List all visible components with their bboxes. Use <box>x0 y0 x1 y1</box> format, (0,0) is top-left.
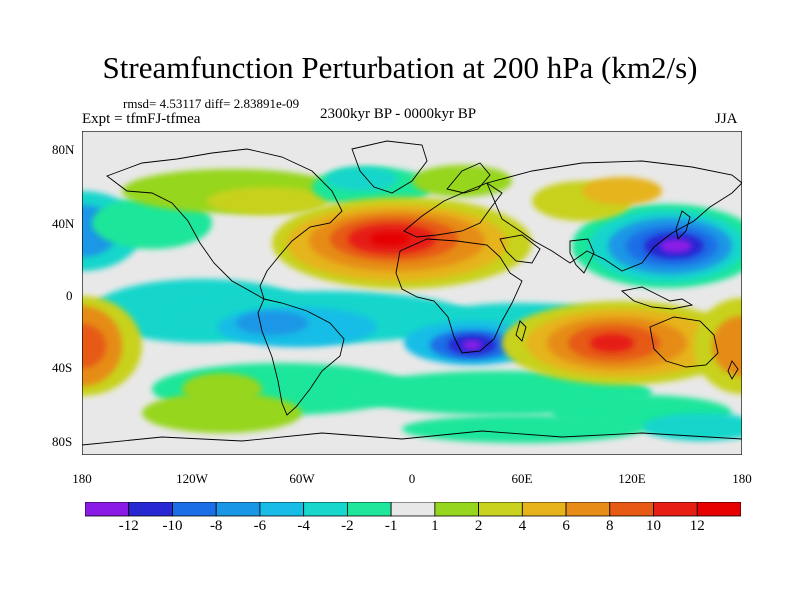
colorbar-box <box>390 502 436 517</box>
contour-region <box>660 239 692 253</box>
lat-tick-40n: 40N <box>52 216 75 231</box>
colorbar-label: 1 <box>431 518 439 534</box>
contour-region <box>236 311 308 335</box>
colorbar-box <box>85 502 130 517</box>
colorbar-label: -1 <box>384 518 398 534</box>
colorbar-box <box>565 502 611 517</box>
contour-region <box>582 177 662 205</box>
lat-tick-80s: 80S <box>52 434 73 449</box>
colorbar-box <box>521 502 567 517</box>
colorbar-label: 6 <box>562 518 570 534</box>
lon-tick-180w: 180 <box>72 471 92 486</box>
colorbar-label: 8 <box>606 518 614 534</box>
coastlines <box>82 140 742 446</box>
colorbar-label: -2 <box>341 518 354 534</box>
colorbar-box <box>609 502 654 517</box>
colorbar-box <box>653 502 698 517</box>
contour-region <box>207 187 327 215</box>
contour-region <box>370 232 410 246</box>
colorbar-label: -8 <box>209 518 223 534</box>
colorbar-label: -4 <box>297 518 310 534</box>
stats-label: rmsd= 4.53117 diff= 2.83891e-09 <box>123 96 300 111</box>
colorbar-box <box>478 502 523 517</box>
contour-region <box>326 167 398 191</box>
contour-region <box>142 393 302 433</box>
period-label: 2300kyr BP - 0000kyr BP <box>320 106 477 122</box>
lat-tick-80n: 80N <box>52 142 75 157</box>
colorbar-box <box>303 502 348 517</box>
contour-region <box>590 334 634 352</box>
colorbar <box>85 502 741 517</box>
colorbar-box <box>128 502 173 517</box>
contour-field <box>82 165 742 443</box>
colorbar-box <box>434 502 479 517</box>
lon-tick-120w: 120W <box>176 471 208 486</box>
colorbar-label: 12 <box>689 518 705 534</box>
lon-tick-180e: 180 <box>732 471 752 486</box>
colorbar-box <box>215 502 261 517</box>
experiment-label: Expt = tfmFJ-tfmea <box>82 111 201 127</box>
colorbar-box <box>696 502 741 517</box>
colorbar-label: -12 <box>118 518 139 534</box>
colorbar-label: 2 <box>474 518 483 534</box>
contour-region <box>462 340 482 350</box>
contour-region <box>82 324 106 368</box>
contour-region <box>712 316 742 376</box>
contour-region <box>182 373 262 405</box>
chart-title: Streamfunction Perturbation at 200 hPa (… <box>102 50 698 85</box>
season-label: JJA <box>715 111 738 127</box>
colorbar-label: 4 <box>518 518 527 534</box>
colorbar-label: -6 <box>253 518 267 534</box>
lat-tick-0: 0 <box>66 288 73 303</box>
colorbar-box <box>172 502 217 517</box>
contour-region <box>642 413 742 441</box>
colorbar-box <box>346 502 392 517</box>
contour-region <box>412 165 512 197</box>
contour-region <box>402 415 642 443</box>
lon-tick-60w: 60W <box>289 471 315 486</box>
lon-tick-0: 0 <box>408 471 416 486</box>
lon-tick-60e: 60E <box>511 471 533 486</box>
colorbar-label: 10 <box>646 518 662 534</box>
colorbar-box <box>259 502 305 517</box>
lat-tick-40s: 40S <box>52 360 73 375</box>
colorbar-label: -10 <box>162 518 183 534</box>
map-plot <box>82 131 742 455</box>
lon-tick-120e: 120E <box>618 471 646 486</box>
